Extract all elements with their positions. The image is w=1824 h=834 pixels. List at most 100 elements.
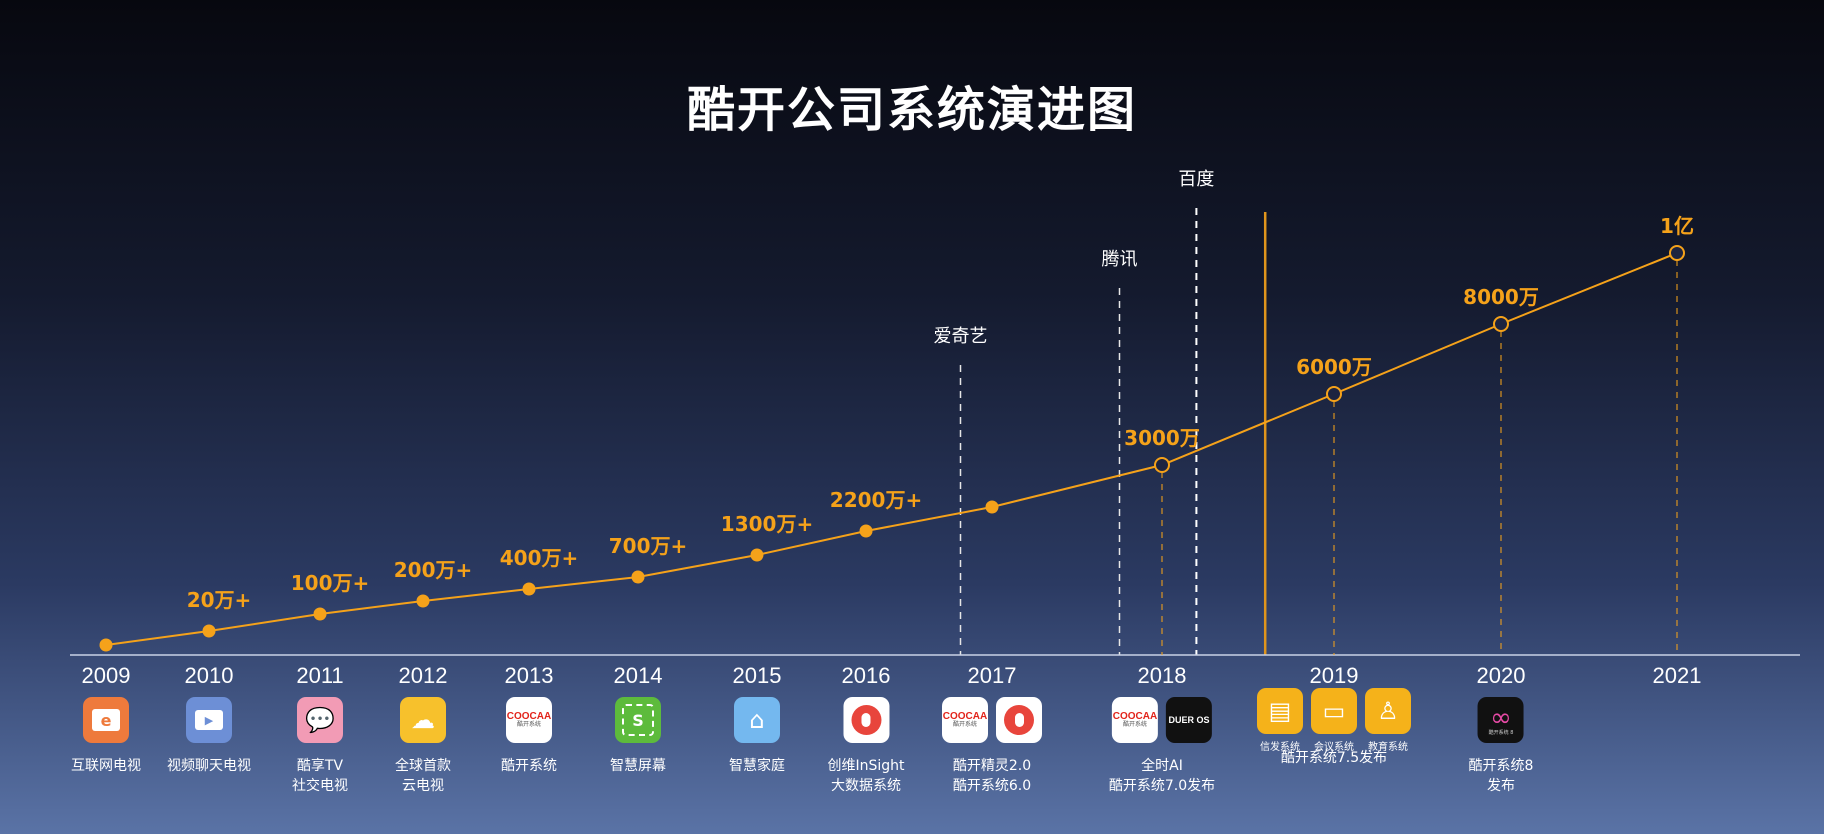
product-icon-wrapper: ▤ 信发系统 [1257,687,1303,753]
product-icons: 💬 [292,696,348,744]
product-caption-line: 智慧屏幕 [610,758,666,774]
data-point [313,607,327,621]
product-item: S 智慧屏幕 [610,696,666,776]
product-icons: COOCAA 酷开系统 [501,696,557,744]
x-tick-label: 2009 [82,663,131,688]
social-tv-icon: 💬 [297,697,343,743]
product-item: ▶ 视频聊天电视 [167,696,251,776]
insight-mic-icon [843,697,889,743]
product-icon-wrapper: ⌂ [734,697,780,743]
product-icon-wrapper: 💬 [297,697,343,743]
data-label: 2200万+ [830,488,922,512]
x-tick-label: 2012 [399,663,448,688]
product-icons: ☁ [395,696,451,744]
event-label: 百度 [1178,169,1214,190]
product-icon-wrapper: COOCAA 酷开系统 [1111,697,1158,743]
product-icons: ▤ 信发系统 ▭ 会议系统 ♙ 教育系统 [1257,687,1411,753]
data-point [202,624,216,638]
cloud-tv-icon: ☁ [400,697,446,743]
product-caption-line: 酷开系统7.5发布 [1280,750,1388,766]
data-label: 1300万+ [721,512,813,536]
product-item: ☁ 全球首款云电视 [395,696,451,796]
x-tick-label: 2016 [842,663,891,688]
coocaa-system-8-icon: ∞ 酷开系统 8 [1477,697,1524,743]
product-caption-line: 发布 [1486,778,1515,794]
product-icon-wrapper: ☁ [400,697,446,743]
meeting-system-icon: ▭ [1311,687,1357,734]
video-chat-tv-icon: ▶ [186,697,232,743]
product-icon-wrapper [996,697,1042,743]
product-item: ∞ 酷开系统 8 酷开系统8 发布 [1468,696,1534,796]
event-label: 腾讯 [1102,249,1138,270]
product-icon-wrapper: COOCAA 酷开系统 [506,697,552,743]
product-icon-wrapper: COOCAA 酷开系统 [942,697,988,743]
product-icons: COOCAA 酷开系统 [942,696,1042,744]
product-caption-line: 酷开系统8 [1468,758,1534,774]
product-caption-line: 酷享TV [296,758,344,774]
product-caption: 酷享TV 社交电视 [292,756,348,796]
product-icon-wrapper: ▶ [186,697,232,743]
data-point [750,548,764,562]
x-tick-label: 2018 [1138,663,1187,688]
coocaa-system-icon: COOCAA 酷开系统 [506,697,552,743]
product-mini-caption: 会议系统 [1314,741,1354,753]
data-point [99,638,113,652]
product-icon-wrapper: S [615,697,661,743]
data-point [1154,457,1170,473]
product-caption-line: 酷开系统6.0 [952,778,1032,794]
product-icon-wrapper: ▭ 会议系统 [1311,687,1357,753]
x-tick-label: 2011 [296,663,343,688]
product-mini-caption: 教育系统 [1368,741,1408,753]
product-caption-line: 社交电视 [292,778,348,794]
data-label: 100万+ [291,571,370,595]
product-icons: ∞ 酷开系统 8 [1469,696,1534,744]
product-caption-line: 智慧家庭 [729,758,785,774]
product-caption: 智慧家庭 [729,756,785,776]
event-label: 爱奇艺 [934,326,988,347]
product-caption-line: 全时AI [1141,758,1183,774]
data-label: 6000万 [1296,355,1372,379]
product-caption: 酷开系统7.5发布 [1257,748,1411,768]
product-caption-line: 酷开精灵2.0 [952,758,1032,774]
coocaa-system-icon: COOCAA 酷开系统 [1111,697,1158,743]
data-label: 700万+ [609,534,688,558]
product-icon-wrapper: ∞ 酷开系统 8 [1477,697,1524,743]
signage-system-icon: ▤ [1257,687,1303,734]
data-point [416,594,430,608]
product-item: COOCAA 酷开系统 DUER OS 全时AI 酷开系统7.0发布 [1109,696,1215,796]
product-icons: e [71,696,141,744]
data-label: 400万+ [500,546,579,570]
product-icons: COOCAA 酷开系统 DUER OS [1109,696,1215,744]
x-tick-label: 2020 [1477,663,1526,688]
product-icons: S [610,696,666,744]
product-caption-line: 酷开系统 [501,758,557,774]
product-item: ⌂ 智慧家庭 [729,696,785,776]
product-item: 💬 酷享TV 社交电视 [292,696,348,796]
product-icon-wrapper: DUER OS [1165,697,1212,743]
product-caption: 全球首款 云电视 [395,756,451,796]
product-item: ▤ 信发系统 ▭ 会议系统 ♙ 教育系统 酷开系统7.5发布 [1257,687,1411,768]
product-mini-caption: 信发系统 [1260,741,1300,753]
data-point [1326,386,1342,402]
x-tick-label: 2021 [1653,663,1702,688]
x-tick-label: 2019 [1310,663,1359,688]
smart-home-icon: ⌂ [734,697,780,743]
product-caption: 互联网电视 [71,756,141,776]
product-caption: 全时AI 酷开系统7.0发布 [1109,756,1215,796]
product-caption-line: 云电视 [402,778,444,794]
data-label: 20万+ [187,588,252,612]
x-tick-label: 2010 [185,663,234,688]
smart-screen-icon: S [615,697,661,743]
assistant-mic-icon [996,697,1042,743]
product-icons: ⌂ [729,696,785,744]
product-caption-line: 互联网电视 [71,758,141,774]
data-point [631,570,645,584]
x-tick-label: 2014 [614,663,663,688]
product-caption-line: 全球首款 [395,758,451,774]
data-point [1493,316,1509,332]
product-caption-line: 大数据系统 [831,778,901,794]
product-icons [827,696,904,744]
product-caption-line: 酷开系统7.0发布 [1108,778,1216,794]
data-point [859,524,873,538]
